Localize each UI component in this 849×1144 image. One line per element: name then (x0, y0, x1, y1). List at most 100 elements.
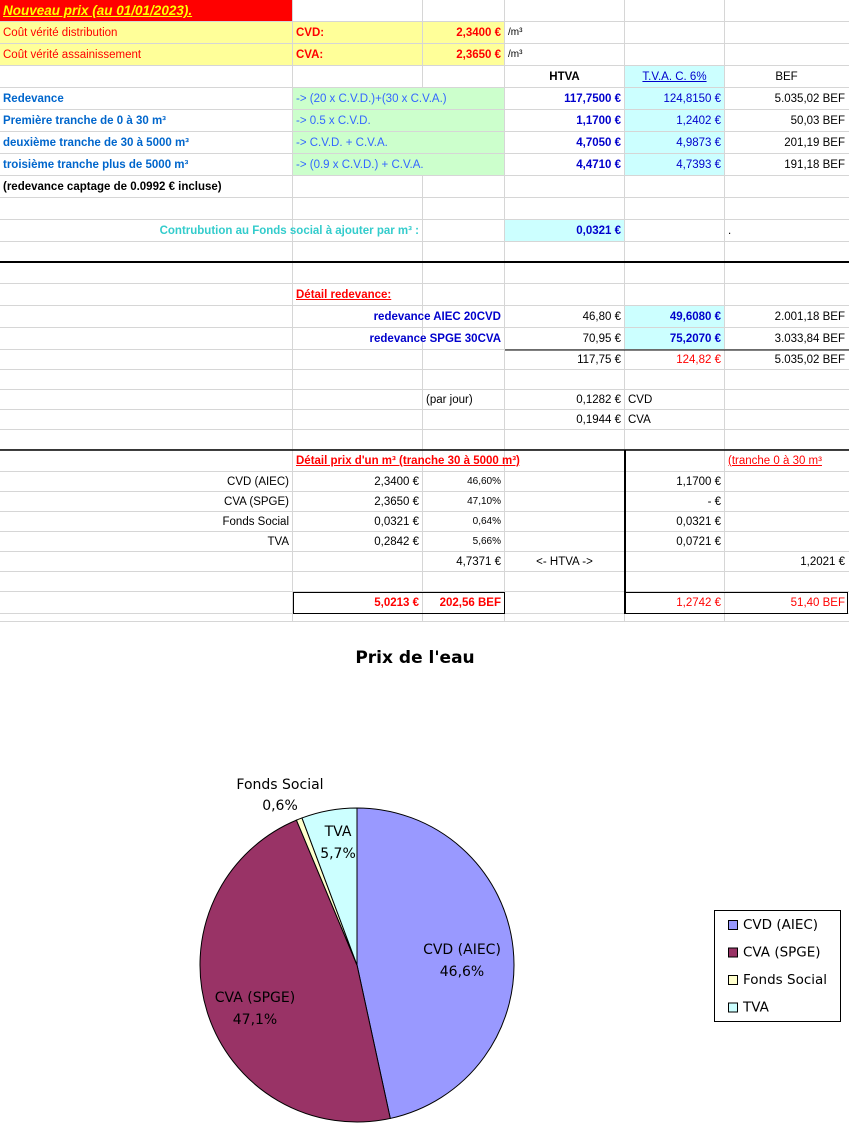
cell: 5,0213 € (374, 596, 419, 609)
cell: CVD: (293, 22, 422, 43)
legend-swatch (728, 947, 738, 958)
cell: 124,8150 € (625, 88, 724, 109)
cell: 5.035,02 BEF (774, 92, 845, 105)
legend-label: Fonds Social (743, 972, 827, 988)
cell: 0,0321 € (505, 220, 624, 241)
cell: Redevance (3, 92, 64, 105)
cell: 0,0721 € (676, 535, 721, 548)
cell: 117,7500 € (564, 92, 621, 105)
cell: Coût vérité assainissement (0, 44, 292, 65)
cell: deuxième tranche de 30 à 5000 m³ (3, 136, 190, 149)
cell: 70,95 € (582, 332, 621, 345)
cell: 0,2842 € (374, 535, 419, 548)
cell: 4,7371 € (456, 555, 501, 568)
cell: -> C.V.D. + C.V.A. (293, 132, 504, 153)
cell: -> 0.5 x C.V.D. (293, 110, 504, 131)
cell: 2,3650 € (423, 44, 504, 65)
cell: redevance SPGE 30CVA (369, 332, 501, 345)
cell: 2,3400 € (423, 22, 504, 43)
cell: 0,64% (472, 516, 501, 527)
spreadsheet: Nouveau prix (au 01/01/2023). Coût vérité… (0, 0, 849, 622)
cell: 202,56 BEF (439, 596, 501, 609)
cell: (redevance captage de 0.0992 € incluse) (3, 180, 222, 193)
cell: 46,80 € (582, 310, 621, 323)
cell: /m³ (508, 27, 523, 38)
cell: - € (707, 495, 721, 508)
pie-slice (199, 819, 391, 1123)
legend-swatch (728, 920, 738, 930)
cell: 3.033,84 BEF (774, 332, 845, 345)
legend-label: TVA (742, 1000, 770, 1016)
cell: 2,3400 € (374, 475, 419, 488)
cell: 1,2742 € (676, 596, 721, 609)
cell: Contrubution au Fonds social à ajouter p… (159, 224, 419, 237)
slice-label: CVD (AIEC) (423, 942, 501, 958)
chart-title: Prix de l'eau (355, 648, 474, 668)
cell: /m³ (508, 49, 523, 60)
cell: 4,7050 € (576, 136, 621, 149)
cell: 5,66% (472, 536, 501, 547)
cell: 2,3650 € (374, 495, 419, 508)
cell: troisième tranche plus de 5000 m³ (3, 158, 189, 171)
cell: <- HTVA -> (536, 555, 593, 568)
cell: -> (0.9 x C.V.D.) + C.V.A. (293, 154, 504, 175)
cell: CVA: (293, 44, 422, 65)
pie-slice (301, 807, 358, 966)
cell: CVD (AIEC) (227, 475, 289, 488)
cell: TVA (267, 535, 289, 548)
cell: CVD (628, 393, 653, 406)
cell: 47,10% (467, 496, 501, 507)
cell: 1,2021 € (800, 555, 845, 568)
cell: Détail redevance: (296, 288, 392, 301)
cell: CVA (SPGE) (224, 495, 289, 508)
cell: Fonds Social (222, 515, 289, 528)
cell: 4,7393 € (625, 154, 724, 175)
cell: HTVA (549, 70, 580, 83)
slice-value-label: 47,1% (233, 1012, 277, 1028)
slice-label: CVA (SPGE) (215, 990, 295, 1006)
slice-label: TVA (324, 824, 352, 840)
legend-label: CVA (SPGE) (743, 945, 821, 961)
legend-label: CVD (AIEC) (743, 917, 818, 933)
chart: Prix de l'eau CVD (AIEC) 46,6% CVA (SPGE) 4… (199, 648, 841, 1123)
cell: 4,9873 € (625, 132, 724, 153)
cell: 117,75 € (577, 353, 621, 366)
cell: . (728, 224, 732, 237)
cell: Coût vérité distribution (0, 22, 292, 43)
cell: Détail prix d'un m³ (tranche 30 à 5000 m… (296, 454, 520, 467)
cell: (tranche 0 à 30 m³ (728, 454, 822, 467)
cell: 51,40 BEF (790, 596, 845, 609)
slice-value-label: 0,6% (262, 798, 298, 814)
pie-slice (356, 807, 515, 1120)
cell: 124,82 € (676, 353, 721, 366)
cell: 1,2402 € (625, 110, 724, 131)
legend-swatch (728, 1002, 738, 1013)
slice-value-label: 5,7% (320, 846, 356, 862)
cell: (par jour) (426, 393, 473, 406)
cell: Première tranche de 0 à 30 m³ (3, 114, 166, 127)
cell: 4,4710 € (576, 158, 621, 171)
cell: 1,1700 € (576, 114, 621, 127)
cell: T.V.A. C. 6% (625, 66, 724, 87)
cell: redevance AIEC 20CVD (373, 310, 501, 323)
cell: Nouveau prix (au 01/01/2023). (0, 0, 292, 21)
cell: 75,2070 € (625, 328, 724, 349)
cell: 50,03 BEF (790, 114, 845, 127)
cell: 0,0321 € (374, 515, 419, 528)
cell: 1,1700 € (676, 475, 721, 488)
cell: 201,19 BEF (784, 136, 845, 149)
slice-value-label: 46,6% (440, 964, 484, 980)
cell: 2.001,18 BEF (774, 310, 845, 323)
cell: 5.035,02 BEF (774, 353, 845, 366)
cell: -> (20 x C.V.D.)+(30 x C.V.A.) (293, 88, 504, 109)
cell: 0,1282 € (576, 393, 621, 406)
cell: 46,60% (467, 476, 501, 487)
cell: 191,18 BEF (784, 158, 845, 171)
cell: 0,0321 € (676, 515, 721, 528)
cell: BEF (775, 70, 798, 83)
cell: 49,6080 € (625, 306, 724, 327)
cell: 0,1944 € (576, 413, 621, 426)
cell: CVA (628, 413, 651, 426)
slice-label: Fonds Social (236, 777, 323, 793)
